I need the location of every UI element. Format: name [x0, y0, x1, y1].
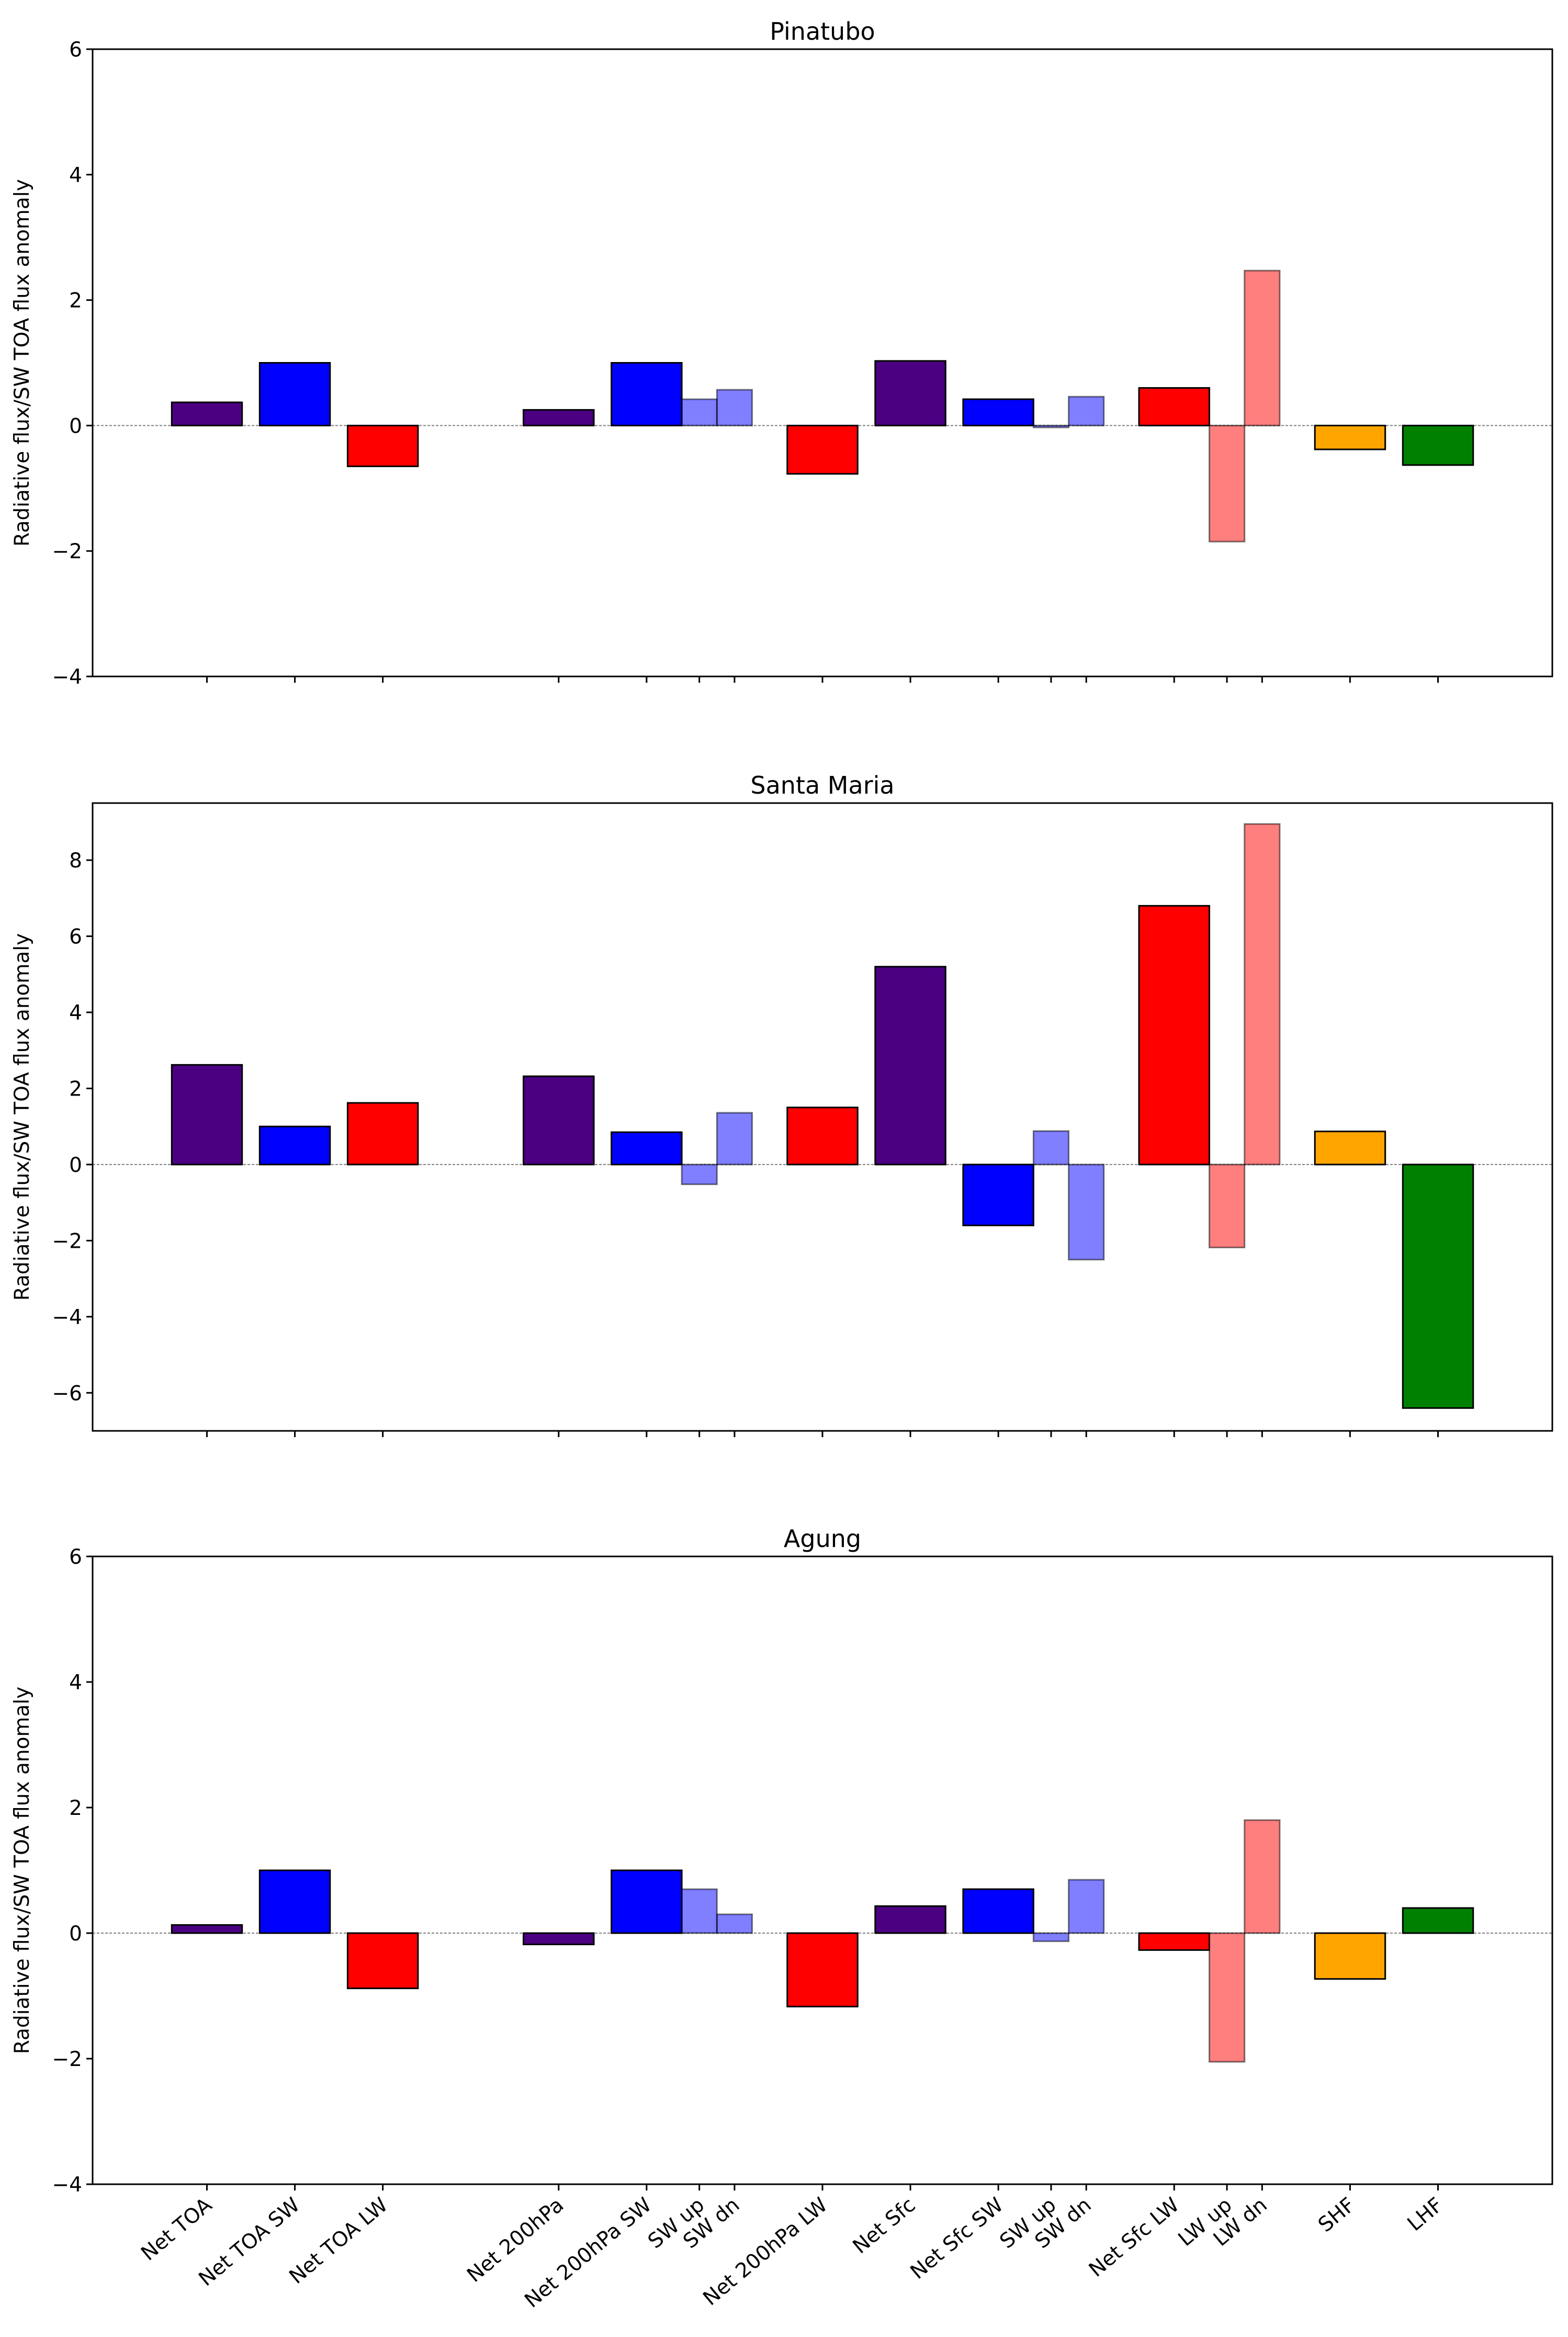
bar-net-sfc [874, 1905, 946, 1934]
y-tick-label: 2 [69, 1077, 82, 1101]
bar-net-toa [171, 1064, 243, 1166]
y-tick-label: 6 [69, 1545, 82, 1569]
bars-layer [171, 823, 1474, 1409]
bar-sw-up [681, 398, 718, 426]
y-tick-label: 4 [69, 1001, 82, 1025]
bar-net-200hpa-sw [611, 1869, 683, 1934]
x-tick-label-lhf: LHF [1403, 2193, 1448, 2236]
bars-layer [171, 1819, 1474, 2063]
panel-title: Pinatubo [770, 17, 875, 46]
panel-title: Agung [784, 1525, 861, 1553]
bar-net-toa [171, 1924, 243, 1934]
bar-sw-up [1032, 1130, 1070, 1166]
bar-lw-dn [1244, 269, 1281, 426]
bar-sw-up [1032, 424, 1070, 428]
y-tick-label: 2 [69, 289, 82, 313]
bar-net-200hpa-sw [611, 1131, 683, 1166]
y-tick-label: −2 [52, 540, 83, 563]
bar-net-toa-lw [346, 1932, 419, 1990]
bar-net-toa-sw [258, 362, 331, 426]
bar-net-200hpa-lw [786, 1107, 859, 1166]
bar-sw-up [681, 1888, 718, 1934]
bar-net-toa [171, 401, 243, 426]
bar-lw-up [1209, 424, 1246, 543]
y-tick-label: −6 [52, 1382, 83, 1405]
y-tick-label: −4 [52, 1306, 83, 1329]
bar-sw-up [1032, 1932, 1070, 1943]
bar-net-200hpa [523, 1932, 595, 1946]
bar-net-sfc [874, 360, 946, 426]
y-axis: −4 −2 0 2 4 6 [52, 1545, 93, 2197]
y-tick-label: 0 [69, 1154, 82, 1177]
bar-net-200hpa-lw [786, 424, 859, 475]
bar-net-toa-sw [258, 1869, 331, 1934]
bar-shf [1314, 424, 1386, 450]
bar-lw-dn [1244, 1819, 1281, 1934]
bar-net-sfc-lw [1138, 905, 1211, 1166]
bar-lhf [1402, 1907, 1474, 1934]
bars-layer [171, 269, 1474, 543]
y-axis-label: Radiative flux/SW TOA flux anomaly [10, 1687, 34, 2054]
bar-net-200hpa [523, 409, 595, 426]
x-tick-label-net-sfc: Net Sfc [849, 2193, 920, 2259]
y-tick-label: −4 [52, 665, 83, 689]
axes-frame [92, 802, 1553, 1432]
bar-sw-dn [716, 1112, 753, 1166]
x-axis [206, 1431, 1439, 1437]
bar-net-sfc-sw [962, 1164, 1034, 1226]
bar-sw-up [681, 1164, 718, 1186]
y-axis: −6 −4 −2 0 2 4 6 8 [52, 849, 93, 1405]
y-tick-label: 4 [69, 1671, 82, 1695]
y-tick-label: −2 [52, 1229, 83, 1253]
bar-shf [1314, 1131, 1386, 1166]
x-tick-label-net-sfc-sw: Net Sfc SW [906, 2193, 1008, 2284]
x-axis [206, 676, 1439, 683]
bar-sw-dn [1068, 1879, 1105, 1934]
axes-frame [92, 1555, 1553, 2185]
bar-net-sfc-lw [1138, 1932, 1211, 1951]
y-tick-label: 6 [69, 38, 82, 62]
x-tick-label-net-sfc-lw: Net Sfc LW [1085, 2193, 1184, 2282]
bar-net-200hpa-lw [786, 1932, 859, 2007]
bar-net-sfc [874, 966, 946, 1166]
y-tick-label: 6 [69, 925, 82, 949]
y-axis-label: Radiative flux/SW TOA flux anomaly [10, 179, 34, 546]
bar-sw-dn [716, 389, 753, 426]
y-tick-label: −2 [52, 2048, 83, 2071]
bar-lhf [1402, 1164, 1474, 1409]
panel-pinatubo: Pinatubo Radiative flux/SW TOA flux anom… [10, 17, 1553, 689]
y-tick-label: 2 [69, 1797, 82, 1820]
y-tick-label: 8 [69, 849, 82, 873]
bar-net-sfc-sw [962, 398, 1034, 426]
y-tick-label: 4 [69, 164, 82, 187]
bar-lw-up [1209, 1164, 1246, 1248]
bar-net-200hpa-sw [611, 362, 683, 426]
x-tick-label-net-toa: Net TOA [137, 2193, 217, 2265]
bar-sw-dn [1068, 1164, 1105, 1261]
bar-net-sfc-sw [962, 1888, 1034, 1934]
x-tick-label-shf: SHF [1314, 2193, 1360, 2237]
y-axis-label: Radiative flux/SW TOA flux anomaly [10, 933, 34, 1301]
panel-title: Santa Maria [750, 771, 894, 799]
panel-santa-maria: Santa Maria Radiative flux/SW TOA flux a… [10, 771, 1553, 1437]
bar-lhf [1402, 424, 1474, 466]
bar-shf [1314, 1932, 1386, 1980]
y-tick-label: 0 [69, 414, 82, 438]
y-tick-label: −4 [52, 2173, 83, 2197]
bar-net-toa-lw [346, 424, 419, 467]
bar-sw-dn [716, 1913, 753, 1934]
bar-net-200hpa [523, 1075, 595, 1166]
bar-net-sfc-lw [1138, 387, 1211, 426]
bar-lw-dn [1244, 823, 1281, 1166]
bar-lw-up [1209, 1932, 1246, 2063]
y-axis: −4 −2 0 2 4 6 [52, 38, 93, 689]
bar-net-toa-sw [258, 1125, 331, 1166]
bar-net-toa-lw [346, 1102, 419, 1166]
axes-frame [92, 48, 1553, 678]
panel-agung: Agung Radiative flux/SW TOA flux anomaly… [10, 1525, 1553, 2312]
bar-sw-dn [1068, 396, 1105, 426]
y-tick-label: 0 [69, 1922, 82, 1946]
